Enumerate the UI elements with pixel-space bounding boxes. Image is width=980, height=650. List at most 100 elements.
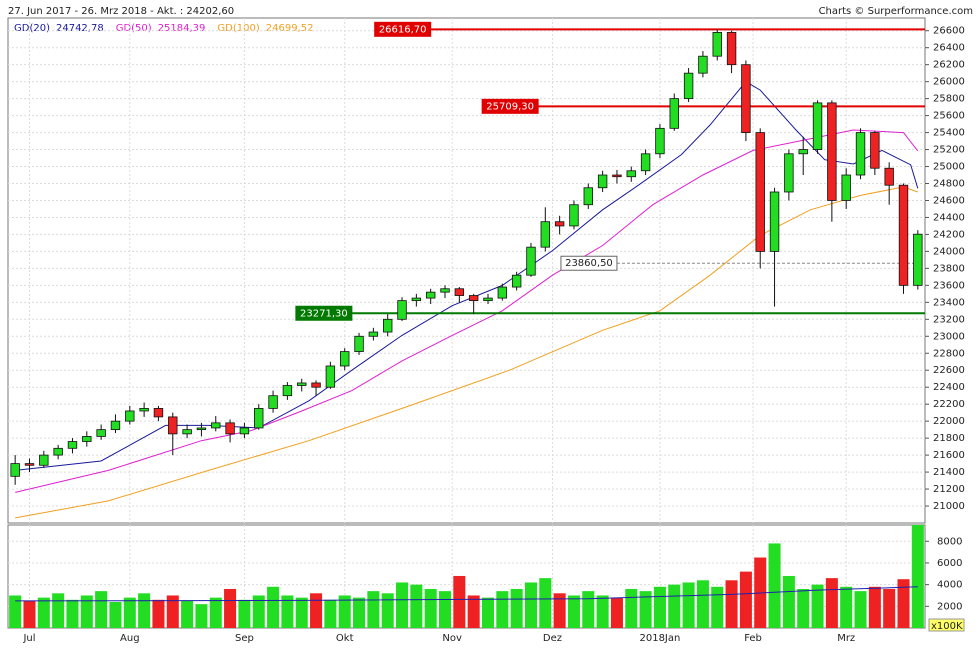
volume-bar <box>9 595 22 628</box>
y-tick-label: 26000 <box>933 77 965 88</box>
candle-body <box>268 395 278 409</box>
volume-bar <box>825 578 838 628</box>
x-tick-label: 2018Jan <box>639 633 680 644</box>
candle-body <box>741 64 751 133</box>
candle-body <box>870 132 880 169</box>
volume-bar <box>481 597 495 628</box>
y-tick-label: 26400 <box>933 43 965 54</box>
x-tick-label: Nov <box>442 633 462 644</box>
volume-bar <box>553 593 566 628</box>
candle-body <box>354 335 364 352</box>
candle-body <box>583 187 593 206</box>
unit-box <box>928 618 965 632</box>
y-tick-label: 21200 <box>933 484 965 495</box>
volume-bar <box>840 586 853 628</box>
candle-body <box>483 297 493 302</box>
candle-body <box>297 382 307 386</box>
candle-body <box>382 318 393 333</box>
y-tick-label: 24600 <box>933 195 965 206</box>
candle-body <box>10 463 20 477</box>
chart-title: 27. Jun 2017 - 26. Mrz 2018 - Akt. : 242… <box>8 6 234 17</box>
level-label: 23271,30 <box>300 308 348 319</box>
level-label: 26616,70 <box>379 24 427 35</box>
candle-body <box>683 72 694 100</box>
x-tick-label: Sep <box>235 633 254 644</box>
candle-body <box>340 351 350 367</box>
candle-body <box>526 246 536 276</box>
candle-body <box>53 447 63 456</box>
candle-body <box>698 55 708 74</box>
candle-body <box>96 429 106 437</box>
candle-body <box>125 410 135 422</box>
volume-bar <box>811 584 824 628</box>
candle-body <box>24 463 35 466</box>
x-tick-label: Aug <box>120 633 140 644</box>
volume-bar <box>353 597 366 628</box>
candle-body <box>254 408 264 429</box>
volume-bar <box>209 597 222 628</box>
y-tick-label: 21800 <box>933 433 965 444</box>
volume-bar <box>66 599 79 628</box>
candle-body <box>726 32 737 66</box>
credit: Charts © Surperformance.com <box>819 6 973 17</box>
volume-bar <box>582 591 595 628</box>
volume-bar <box>252 595 265 628</box>
volume-bar <box>52 593 65 628</box>
volume-bar <box>711 586 724 628</box>
candle-body <box>827 102 837 201</box>
candle-body <box>540 221 551 248</box>
legend-value: 25184,39 <box>158 23 206 34</box>
volume-bar <box>725 580 738 628</box>
volume-bar <box>281 595 294 628</box>
y-tick-label: 25600 <box>933 111 965 122</box>
y-tick-label: 22400 <box>933 382 965 393</box>
y-tick-label: 2000 <box>937 601 962 612</box>
y-tick-label: 26600 <box>933 26 965 37</box>
candle-body <box>669 98 679 129</box>
volume-bar <box>668 584 681 628</box>
level-label-box <box>481 98 539 114</box>
volume-bar <box>653 586 666 628</box>
y-tick-label: 25200 <box>933 145 965 156</box>
volume-average-line <box>15 586 918 602</box>
volume-bar <box>138 593 151 628</box>
candle-body <box>139 408 149 412</box>
volume-bar <box>696 580 709 628</box>
candle-body <box>898 184 909 286</box>
volume-bar <box>23 600 36 628</box>
x-tick-label: Dez <box>543 633 562 644</box>
volume-bar <box>524 582 537 628</box>
candle-body <box>454 288 465 296</box>
candle-body <box>153 408 164 418</box>
candle-body <box>82 436 92 442</box>
candle-body <box>311 382 321 388</box>
x-tick-label: Feb <box>744 633 762 644</box>
level-label-box <box>560 255 618 271</box>
candle-body <box>225 422 235 435</box>
candle-body <box>712 32 722 57</box>
legend-value: 24742,78 <box>56 23 104 34</box>
candle-body <box>282 385 293 397</box>
y-tick-label: 21000 <box>933 501 965 512</box>
volume-bar <box>797 588 810 628</box>
volume-bar <box>610 597 623 628</box>
legend-name: GD(100) <box>217 23 259 34</box>
volume-bar <box>324 599 337 628</box>
candle-body <box>597 174 608 189</box>
candle-body <box>468 295 479 302</box>
candle-body <box>196 427 207 431</box>
volume-bar <box>310 593 323 628</box>
volume-bar <box>639 591 652 628</box>
y-tick-label: 24400 <box>933 212 965 223</box>
volume-bar <box>166 595 179 628</box>
y-tick-label: 26200 <box>933 60 965 71</box>
candle-body <box>368 331 379 337</box>
legend-name: GD(20) <box>14 23 50 34</box>
candle-body <box>841 174 851 201</box>
candle-body <box>655 127 665 155</box>
y-tick-label: 22000 <box>933 416 965 427</box>
volume-bar <box>625 588 638 628</box>
y-tick-label: 24800 <box>933 179 965 190</box>
candle-body <box>411 297 422 302</box>
candle-body <box>511 274 522 288</box>
